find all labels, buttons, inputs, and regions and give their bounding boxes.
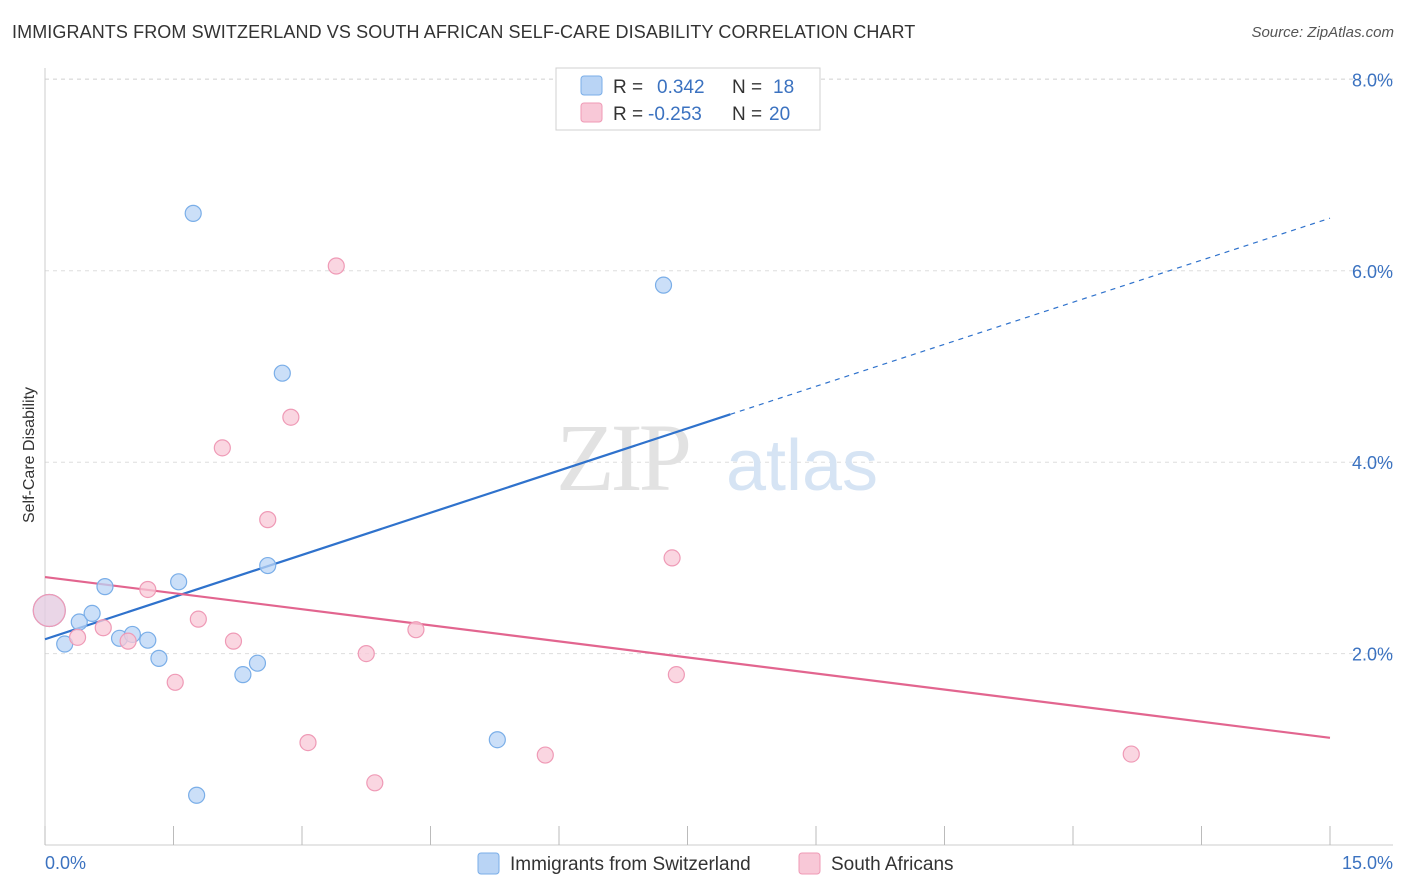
trend-line-1 [44,575,1331,739]
point-switzerland-12 [234,666,252,684]
point-switzerland-8 [150,649,168,667]
legend-r-label-1: R = [613,77,643,98]
point-switzerland-7 [139,631,157,649]
y-tick-labels: 2.0% 4.0% 6.0% 8.0% [1352,70,1393,664]
point-south-africans-0 [32,593,66,628]
point-south-africans-13 [357,644,375,663]
point-switzerland-10 [184,204,202,222]
bottom-legend-south-africans: South Africans [831,854,954,875]
bottom-swatch-switzerland [477,852,500,875]
trend-line-0 [44,413,731,641]
point-switzerland-9 [170,573,188,591]
point-switzerland-15 [273,364,291,382]
point-south-africans-11 [282,408,300,426]
legend-swatch-south-africans [580,102,603,123]
point-switzerland-14 [259,556,277,575]
point-south-africans-12 [327,257,345,275]
legend-n-label-1: N = [732,77,762,98]
stats-legend: R = 0.342 N = 18 R = -0.253 N = 20 [555,67,821,131]
point-south-africans-6 [189,610,207,628]
legend-n-label-2: N = [732,104,762,125]
y-axis-label: Self-Care Disability [21,387,38,523]
point-south-africans-18 [667,666,685,684]
chart-title: IMMIGRANTS FROM SWITZERLAND VS SOUTH AFR… [12,22,916,42]
point-south-africans-19 [1122,745,1140,763]
data-points [32,204,1140,804]
x-tick-max: 15.0% [1342,853,1393,873]
y-tick-label-0: 2.0% [1352,645,1393,665]
legend-r-value-2: -0.253 [648,104,702,125]
point-switzerland-3 [83,604,101,623]
trend-lines [44,217,1331,739]
legend-r-value-1: 0.342 [657,77,705,98]
series-legend: Immigrants from Switzerland South Africa… [477,852,954,875]
point-south-africans-5 [166,673,184,691]
y-tick-label-3: 8.0% [1352,70,1393,90]
point-switzerland-17 [654,276,673,294]
point-south-africans-16 [536,746,554,764]
legend-swatch-switzerland [580,75,603,96]
source-label: Source: ZipAtlas.com [1251,24,1394,41]
legend-r-label-2: R = [613,104,643,125]
axes [44,68,1393,846]
point-south-africans-4 [139,580,157,599]
x-tick-min: 0.0% [45,853,86,873]
point-south-africans-8 [224,632,243,650]
bottom-legend-switzerland: Immigrants from Switzerland [510,854,751,875]
watermark-atlas: atlas [726,426,878,506]
y-tick-label-1: 4.0% [1352,453,1393,473]
point-switzerland-13 [248,654,267,672]
point-south-africans-14 [366,774,384,792]
point-switzerland-16 [488,731,506,749]
point-south-africans-2 [94,619,112,637]
point-south-africans-10 [299,734,317,752]
point-switzerland-11 [188,786,206,804]
watermark: ZIP atlas [556,404,878,511]
y-tick-label-2: 6.0% [1352,262,1393,282]
watermark-zip: ZIP [556,404,689,511]
legend-n-value-1: 18 [773,77,794,98]
point-south-africans-17 [663,549,681,567]
legend-n-value-2: 20 [769,104,790,125]
gridlines [45,78,1393,655]
point-south-africans-1 [68,628,87,646]
point-south-africans-7 [213,439,231,457]
trend-line-dashed-0 [730,217,1331,415]
point-switzerland-4 [96,578,114,596]
point-south-africans-9 [259,511,277,529]
point-south-africans-3 [119,632,137,650]
bottom-swatch-south-africans [798,852,821,875]
point-south-africans-15 [407,621,425,639]
